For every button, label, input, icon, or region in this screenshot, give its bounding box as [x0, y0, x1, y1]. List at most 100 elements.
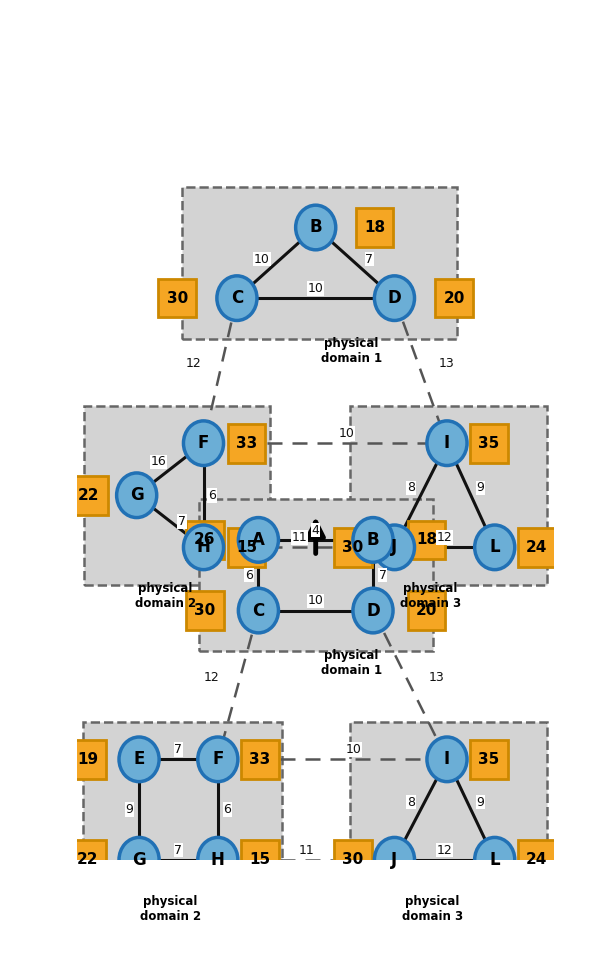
Ellipse shape [184, 525, 224, 570]
Text: 10: 10 [254, 252, 270, 266]
Text: 12: 12 [204, 671, 220, 684]
Text: 12: 12 [437, 531, 453, 544]
Ellipse shape [353, 588, 393, 633]
Text: 7: 7 [379, 569, 386, 582]
Text: 11: 11 [299, 843, 314, 857]
FancyBboxPatch shape [68, 740, 107, 779]
Text: 7: 7 [174, 743, 182, 756]
Text: C: C [231, 289, 243, 307]
Text: J: J [391, 851, 397, 868]
Ellipse shape [198, 737, 238, 781]
Text: physical
domain 3: physical domain 3 [402, 895, 463, 923]
FancyBboxPatch shape [470, 740, 508, 779]
Text: F: F [198, 434, 209, 452]
FancyBboxPatch shape [199, 499, 432, 651]
FancyBboxPatch shape [68, 840, 107, 879]
FancyBboxPatch shape [158, 279, 196, 318]
Ellipse shape [475, 525, 515, 570]
Text: physical
domain 1: physical domain 1 [321, 337, 382, 365]
FancyBboxPatch shape [228, 424, 265, 463]
FancyBboxPatch shape [350, 406, 547, 584]
Text: 30: 30 [342, 852, 363, 867]
FancyBboxPatch shape [436, 279, 473, 318]
Text: 7: 7 [365, 252, 373, 266]
Text: D: D [366, 602, 380, 619]
FancyBboxPatch shape [408, 521, 445, 559]
FancyBboxPatch shape [70, 476, 108, 515]
Ellipse shape [217, 276, 257, 321]
Text: 33: 33 [249, 752, 270, 767]
FancyBboxPatch shape [83, 723, 282, 896]
Text: I: I [444, 434, 450, 452]
Text: 6: 6 [224, 803, 232, 816]
Text: E: E [134, 751, 145, 768]
Text: 24: 24 [526, 852, 548, 867]
Text: G: G [132, 851, 146, 868]
Text: 10: 10 [308, 594, 323, 608]
Text: L: L [490, 538, 500, 556]
Ellipse shape [375, 838, 415, 882]
Ellipse shape [353, 518, 393, 562]
Text: physical
domain 3: physical domain 3 [400, 582, 461, 611]
Text: 9: 9 [126, 803, 134, 816]
Ellipse shape [238, 588, 278, 633]
Text: 33: 33 [236, 436, 257, 451]
Text: 16: 16 [150, 455, 166, 469]
Text: 13: 13 [428, 671, 444, 684]
Text: H: H [197, 538, 211, 556]
Text: 8: 8 [407, 481, 415, 495]
Text: 20: 20 [444, 291, 465, 305]
Text: 9: 9 [476, 796, 484, 809]
Text: physical
domain 2: physical domain 2 [135, 582, 196, 611]
Text: A: A [252, 531, 265, 549]
Text: L: L [490, 851, 500, 868]
Text: 11: 11 [292, 531, 307, 544]
Text: 6: 6 [208, 489, 216, 501]
Text: 8: 8 [407, 796, 415, 809]
Text: 18: 18 [364, 220, 385, 235]
Text: G: G [130, 486, 144, 504]
Text: B: B [367, 531, 379, 549]
FancyBboxPatch shape [334, 528, 372, 567]
Text: 35: 35 [479, 752, 500, 767]
FancyBboxPatch shape [355, 208, 393, 247]
Text: I: I [444, 751, 450, 768]
Text: 12: 12 [186, 356, 202, 370]
Text: D: D [387, 289, 402, 307]
Text: B: B [309, 218, 322, 237]
Ellipse shape [119, 838, 159, 882]
FancyBboxPatch shape [241, 840, 278, 879]
Text: 7: 7 [174, 843, 182, 857]
FancyBboxPatch shape [350, 723, 547, 896]
FancyBboxPatch shape [241, 740, 278, 779]
Text: 9: 9 [476, 481, 484, 495]
FancyBboxPatch shape [182, 186, 456, 339]
FancyBboxPatch shape [470, 424, 508, 463]
Text: 24: 24 [526, 540, 548, 554]
Text: 22: 22 [77, 852, 99, 867]
Ellipse shape [375, 276, 415, 321]
Text: H: H [211, 851, 225, 868]
Text: 19: 19 [77, 752, 98, 767]
Text: 22: 22 [78, 488, 100, 502]
Ellipse shape [427, 737, 467, 781]
Ellipse shape [238, 518, 278, 562]
Text: 30: 30 [342, 540, 363, 554]
Ellipse shape [296, 205, 336, 250]
Ellipse shape [116, 473, 156, 518]
Text: 18: 18 [416, 532, 437, 548]
FancyBboxPatch shape [186, 591, 224, 630]
Text: 4: 4 [312, 524, 320, 537]
FancyBboxPatch shape [186, 521, 224, 559]
FancyBboxPatch shape [84, 406, 270, 584]
Text: 15: 15 [249, 852, 270, 867]
Text: 15: 15 [236, 540, 257, 554]
Text: physical
domain 2: physical domain 2 [140, 895, 201, 923]
FancyBboxPatch shape [228, 528, 265, 567]
Text: 10: 10 [308, 282, 323, 295]
Text: 26: 26 [194, 532, 216, 548]
Text: 10: 10 [339, 427, 355, 440]
FancyBboxPatch shape [408, 591, 445, 630]
Ellipse shape [375, 525, 415, 570]
Text: F: F [212, 751, 224, 768]
